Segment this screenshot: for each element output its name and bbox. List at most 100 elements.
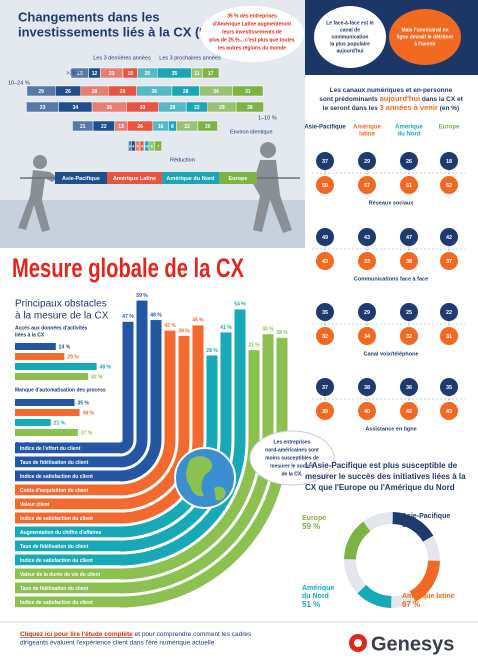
figure-left: [18, 155, 58, 232]
note-text: de la CX.: [281, 471, 303, 477]
channel-circle: [400, 327, 418, 345]
channel-circle: [440, 378, 458, 396]
cell-value: 31: [245, 89, 251, 95]
channel-label: Canal voix/téléphone: [363, 351, 418, 357]
obstacle-value: 35 %: [78, 400, 90, 406]
callout-text: les autres régions du monde: [218, 45, 286, 51]
segment-value: 66 %: [402, 520, 420, 529]
investment-cell: [232, 85, 264, 97]
callout-bubble: [200, 6, 304, 62]
channel-circle: [316, 252, 334, 270]
obstacle-bar: [15, 399, 75, 406]
channel-value: 22: [446, 310, 452, 316]
channel-value: 29: [364, 310, 370, 316]
footer-link[interactable]: Cliquez ici pour lire l'étude complète: [20, 631, 133, 638]
cell-value: 35: [172, 71, 178, 77]
cell-value: 34: [213, 89, 219, 95]
region-band: [162, 172, 219, 184]
channel-value: 52: [446, 183, 452, 189]
note-text: mesurer le succès: [270, 463, 314, 469]
obstacle-value: 48 %: [100, 364, 112, 370]
channel-value: 35: [446, 385, 452, 391]
tool-bar: [276, 337, 288, 405]
donut-segment: [409, 560, 440, 602]
globe-land: [186, 456, 226, 501]
note-text: nord-américaines sont: [265, 447, 319, 453]
investment-cell: [197, 120, 218, 132]
bubble-text: communication: [332, 34, 369, 40]
cell-value: 13: [118, 124, 124, 130]
obstacle-bar: [15, 419, 51, 426]
period-label: Les 3 dernières années: [93, 55, 151, 61]
cell-value: 28: [183, 89, 189, 95]
channel-circle: [400, 252, 418, 270]
title-part: dans la CX et: [420, 96, 463, 103]
channel-circle: [358, 402, 376, 420]
donut-track: [344, 512, 440, 608]
donut-segment: [344, 521, 371, 560]
cell-value: 28: [247, 105, 253, 111]
segment-name: Asie-Pacifique: [402, 513, 450, 520]
segment-name: Amérique: [302, 585, 334, 592]
channel-circle: [316, 303, 334, 321]
column-header: Amérique: [353, 125, 381, 131]
tool-bar: [122, 321, 134, 405]
obstacle-bar: [15, 363, 97, 370]
investment-cell: [154, 140, 162, 152]
donut-segment: [357, 584, 392, 608]
bubble-text: Mais l'omnicanal en: [401, 27, 448, 33]
channel-circle: [358, 228, 376, 246]
channel-circle: [316, 228, 334, 246]
region-band: [55, 172, 107, 184]
channel-circle: [358, 176, 376, 194]
obstacle-bar: [15, 353, 65, 360]
cell-value: 36: [152, 89, 158, 95]
cell-value: 26: [137, 124, 143, 130]
bubble-text: la plus populaire: [330, 41, 370, 47]
tool-label: Augmentation du chiffre d'affaires: [20, 530, 101, 536]
tool-label: Indice de satisfaction du client: [20, 600, 93, 606]
segment-name: Amérique latine: [402, 593, 455, 600]
tool-bar: [234, 309, 246, 405]
callout-text: plus de 25 %... c'est plus que toutes: [209, 37, 295, 43]
tool-label: Taux de fidélisation du client: [20, 544, 89, 550]
channel-value: 25: [406, 310, 412, 316]
channel-value: 32: [406, 334, 412, 340]
tool-label: Coûts d'acquisition du client: [20, 488, 88, 494]
channels-title: sont prédominants aujourd'hui dans la CX…: [319, 94, 463, 103]
cell-value: 35: [106, 105, 112, 111]
channel-circle: [316, 402, 334, 420]
note-bubble: [249, 430, 335, 486]
channel-value: 37: [446, 259, 452, 265]
cell-value: 29: [219, 105, 225, 111]
cell-value: 22: [194, 105, 200, 111]
tool-value: 41 %: [220, 325, 232, 331]
cell-value: 23: [109, 71, 115, 77]
cell-value: 12: [92, 71, 98, 77]
obstacle-label: liées à la CX: [15, 332, 45, 338]
channels-title: le seront dans les 3 années à venir (en …: [323, 103, 459, 112]
cell-value: 22: [184, 124, 190, 130]
cell-value: 28: [92, 89, 98, 95]
cell-value: 20: [145, 71, 151, 77]
tool-bar: [150, 320, 162, 405]
tool-bar: [248, 350, 260, 405]
tool-band: [15, 405, 134, 454]
footer-part: et pour comprendre comment les cadres: [133, 631, 252, 638]
tool-value: 28 %: [206, 348, 218, 354]
section-title: Changements dans les: [18, 9, 160, 24]
title-part: (en %): [438, 105, 459, 112]
bubble-text: Le face-à-face est le: [326, 20, 374, 26]
channel-value: 29: [364, 159, 370, 165]
channel-circle: [440, 327, 458, 345]
tool-bar: [192, 325, 204, 405]
channel-value: 43: [446, 409, 452, 415]
tool-label: Taux de fidélisation du client: [20, 586, 89, 592]
obstacle-value: 29 %: [67, 354, 79, 360]
tool-value: 38 %: [276, 330, 288, 336]
cell-value: 29: [38, 89, 44, 95]
ground: [0, 200, 305, 248]
cell-value: 20: [205, 124, 211, 130]
footer-text: dirigeants évaluent l'expérience client …: [20, 640, 215, 647]
channel-value: 18: [446, 159, 452, 165]
